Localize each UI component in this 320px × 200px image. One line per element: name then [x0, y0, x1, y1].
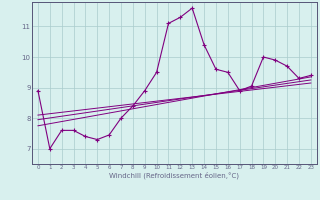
X-axis label: Windchill (Refroidissement éolien,°C): Windchill (Refroidissement éolien,°C): [109, 172, 239, 179]
